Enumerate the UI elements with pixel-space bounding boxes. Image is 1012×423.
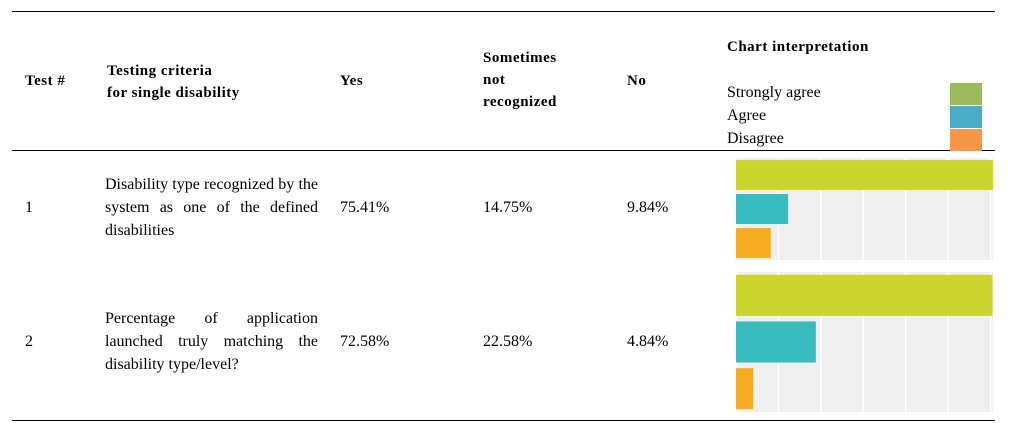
value-cell: 22.58% — [483, 333, 533, 350]
test-number: 2 — [25, 333, 33, 350]
bars — [736, 274, 993, 410]
bar — [736, 368, 754, 410]
criteria: Disability type recognized by the system… — [105, 176, 318, 239]
header-yes: Yes — [340, 73, 364, 89]
test-number: 1 — [25, 199, 33, 216]
header-criteria: Testing criteria for single disability — [107, 60, 240, 104]
legend-swatch — [950, 106, 982, 128]
bars — [736, 160, 993, 258]
bar — [736, 321, 816, 363]
criteria: Percentage of application launched truly… — [105, 310, 318, 373]
legend-swatch — [950, 83, 982, 105]
legend-label: Strongly agree — [727, 84, 821, 101]
bar — [736, 228, 771, 258]
bar — [736, 274, 993, 316]
bar — [736, 194, 789, 224]
rule — [12, 11, 995, 12]
value-cell: 14.75% — [483, 199, 533, 216]
legend-label: Disagree — [727, 130, 784, 147]
header-no: No — [627, 73, 647, 89]
value-cell: 4.84% — [627, 333, 669, 350]
header-sometimes: Sometimes not recognized — [483, 47, 557, 113]
rule — [12, 420, 995, 421]
header-chart: Chart interpretation — [727, 39, 869, 55]
value-cell: 75.41% — [340, 199, 390, 216]
value-cell: 72.58% — [340, 333, 390, 350]
header-test: Test # — [25, 73, 66, 89]
legend-swatch — [950, 129, 982, 151]
header-line: Testing criteria — [107, 63, 213, 79]
legend-label: Agree — [727, 107, 767, 124]
header-line: for single disability — [107, 85, 240, 101]
header-line: not — [483, 72, 506, 88]
rule — [12, 150, 995, 151]
header-line: Sometimes — [483, 50, 557, 66]
bar — [736, 160, 993, 190]
value-cell: 9.84% — [627, 199, 669, 216]
header-line: recognized — [483, 94, 557, 110]
